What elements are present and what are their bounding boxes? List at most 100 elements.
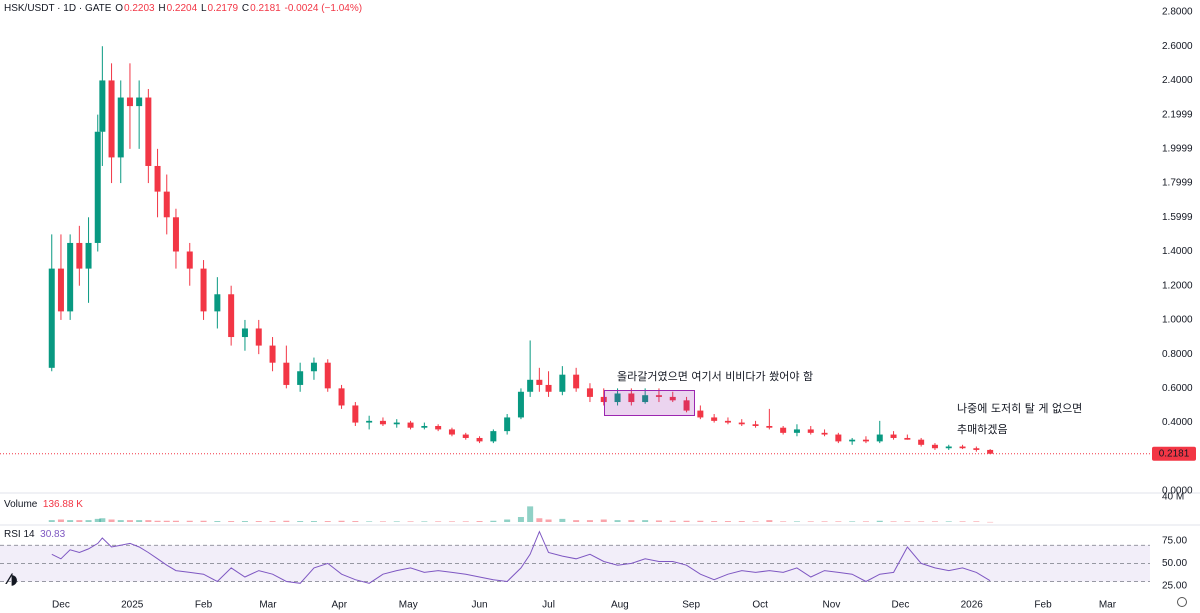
legend-label: H: [158, 3, 166, 14]
candle-body: [711, 417, 718, 421]
candle-body: [48, 268, 55, 368]
y-tick-label: 2.6000: [1162, 41, 1193, 52]
candle-body: [99, 80, 106, 132]
volume-bar: [435, 521, 442, 522]
y-tick-label: 1.9999: [1162, 143, 1193, 154]
volume-bar: [352, 521, 359, 522]
volume-bar: [849, 521, 856, 522]
candle-body: [862, 439, 869, 442]
y-tick-label: 50.00: [1162, 558, 1187, 569]
highlight-box: [604, 390, 695, 416]
volume-bar: [904, 521, 911, 522]
volume-bar: [807, 521, 814, 522]
y-tick-label: 0.0000: [1162, 486, 1193, 497]
x-tick-label: Feb: [1034, 600, 1052, 611]
candle-body: [586, 388, 593, 397]
x-tick-label: Dec: [892, 600, 910, 611]
volume-bar: [108, 519, 115, 522]
candle-body: [145, 97, 152, 166]
y-tick-label: 2.1999: [1162, 109, 1193, 120]
candle-body: [85, 242, 92, 269]
candle-body: [338, 388, 345, 406]
volume-bar: [931, 521, 938, 522]
candle-body: [476, 437, 483, 442]
annotation: 올라갈거였으면 여기서 비비다가 쐈어야 함: [617, 370, 814, 383]
volume-bar: [683, 520, 690, 522]
volume-bar: [793, 521, 800, 522]
candle-body: [379, 420, 386, 425]
x-tick-label: Oct: [752, 600, 768, 611]
symbol-header: HSK/USDT · 1D · GATE O0.2203 H0.2204 L0.…: [4, 3, 363, 14]
candle-body: [67, 242, 74, 312]
candle-body: [366, 420, 373, 423]
x-tick-label: Apr: [331, 600, 347, 611]
candle-body: [126, 97, 133, 107]
volume-bar: [780, 521, 787, 522]
volume-bar: [527, 506, 534, 522]
volume-bar: [186, 520, 193, 522]
legend-value: 0.2204: [166, 3, 198, 14]
candle-body: [959, 446, 966, 449]
volume-bar: [310, 521, 317, 522]
volume-bar: [738, 521, 745, 522]
settings-button[interactable]: [1177, 597, 1187, 607]
volume-bar: [711, 521, 718, 522]
legend-value: 0.2179: [207, 3, 239, 14]
candle-body: [545, 384, 552, 392]
candle-body: [945, 446, 952, 449]
volume-bar: [536, 518, 543, 522]
volume-bar: [862, 521, 869, 522]
volume-bar: [393, 521, 400, 522]
candle-body: [669, 396, 676, 401]
legend-label: O: [115, 3, 123, 14]
candle-body: [435, 425, 442, 430]
candle-body: [642, 395, 649, 403]
volume-title: Volume: [4, 499, 38, 510]
volume-bar: [200, 520, 207, 522]
volume-bar: [57, 519, 64, 522]
candle-body: [241, 328, 248, 338]
candle-body: [172, 217, 179, 252]
candle-body: [600, 396, 607, 403]
volume-bar: [366, 521, 373, 522]
x-tick-label: 2026: [961, 600, 984, 611]
volume-value: 136.88 K: [42, 499, 83, 510]
y-tick-label: 0.8000: [1162, 349, 1193, 360]
volume-bar: [752, 521, 759, 522]
volume-bar: [973, 521, 980, 522]
volume-bar: [628, 520, 635, 522]
volume-bar: [297, 521, 304, 522]
volume-bar: [324, 521, 331, 522]
volume-bar: [559, 518, 566, 522]
volume-bar: [876, 520, 883, 522]
candle-body: [310, 362, 317, 372]
volume-bar: [255, 521, 262, 522]
y-tick-label: 1.0000: [1162, 315, 1193, 326]
volume-bar: [163, 520, 170, 522]
volume-bar: [655, 520, 662, 522]
volume-bar: [448, 521, 455, 522]
volume-bar: [338, 520, 345, 522]
candle-body: [94, 131, 101, 243]
y-tick-label: 1.4000: [1162, 246, 1193, 257]
candle-body: [154, 165, 161, 192]
volume-bar: [476, 521, 483, 522]
volume-bar: [214, 521, 221, 522]
volume-bar: [724, 521, 731, 522]
x-tick-label: Aug: [611, 600, 629, 611]
candle-body: [614, 393, 621, 403]
x-tick-label: Feb: [195, 600, 213, 611]
volume-bar: [600, 519, 607, 522]
volume-bar: [766, 520, 773, 522]
annotation: 추매하겠음: [957, 423, 1008, 436]
candle-body: [76, 242, 83, 269]
y-tick-label: 2.4000: [1162, 75, 1193, 86]
candle-body: [297, 371, 304, 385]
candle-body: [57, 268, 64, 312]
x-tick-label: Dec: [52, 600, 70, 611]
volume-bar: [890, 521, 897, 522]
candle-body: [807, 429, 814, 433]
candle-body: [973, 448, 980, 450]
volume-bar: [85, 520, 92, 522]
